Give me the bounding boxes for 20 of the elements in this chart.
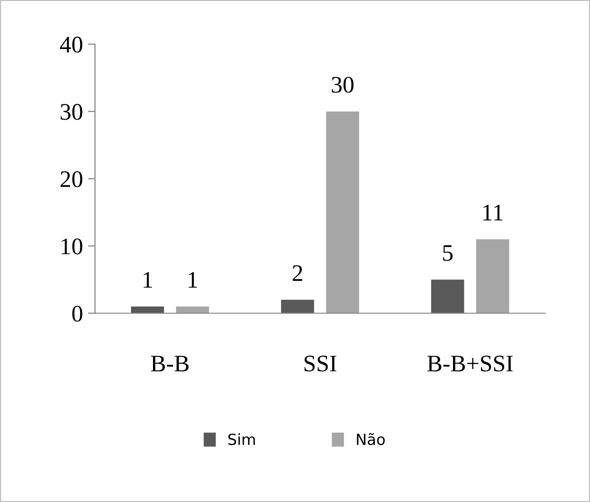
data-label: 2 [292, 265, 302, 281]
x-tick-label: SSI [304, 356, 336, 372]
y-tick-label: 10 [62, 238, 82, 254]
y-tick-label: 20 [60, 171, 82, 188]
data-label: 5 [443, 245, 453, 261]
bar [281, 300, 314, 314]
data-label: 30 [332, 76, 354, 93]
data-label: 11 [483, 204, 503, 220]
bar [476, 239, 510, 314]
legend-label: Não [356, 433, 385, 446]
legend-label: Sim [228, 433, 255, 446]
data-label: 1 [188, 272, 198, 288]
x-tick-label: B-B+SSI [427, 356, 513, 372]
data-label: 1 [144, 272, 152, 288]
x-tick-label: B-B [151, 356, 189, 372]
bar [431, 280, 464, 314]
y-tick-label: 40 [60, 36, 82, 53]
bar [326, 111, 360, 314]
y-tick-label: 0 [72, 306, 82, 322]
y-tick-label: 30 [60, 104, 82, 120]
